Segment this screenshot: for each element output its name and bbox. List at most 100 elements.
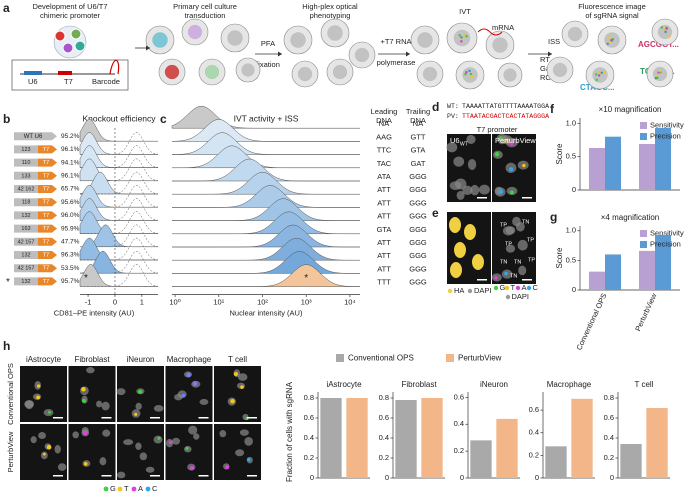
spot bbox=[608, 41, 612, 45]
y-tick-label: 0.6 bbox=[529, 405, 539, 414]
nucleus bbox=[417, 32, 433, 48]
control-density bbox=[80, 264, 159, 287]
density bbox=[171, 145, 360, 169]
x-tick-label: 0 bbox=[113, 297, 117, 306]
construct-label: Barcode bbox=[92, 77, 120, 86]
nucleus bbox=[552, 62, 568, 78]
sgrna-spot bbox=[186, 372, 191, 378]
legend-dot bbox=[467, 288, 473, 294]
cell-nucleus bbox=[518, 265, 527, 276]
spot bbox=[464, 72, 467, 76]
sequence: TAAAATTATGTTTTAAAATGGA bbox=[462, 103, 549, 110]
sgrna-spot bbox=[504, 271, 508, 276]
nucleus bbox=[327, 25, 343, 41]
density bbox=[79, 145, 158, 168]
arrow-head bbox=[278, 51, 282, 57]
control-density bbox=[80, 251, 159, 274]
leading-dna: ATT bbox=[377, 212, 391, 221]
legend-label: T bbox=[124, 484, 129, 493]
spot bbox=[668, 35, 671, 38]
spot bbox=[597, 74, 601, 77]
step-title: High-plex optical bbox=[302, 2, 358, 11]
x-tick-label: 10¹ bbox=[213, 298, 224, 307]
x-tick-label: 10² bbox=[257, 298, 268, 307]
leading-dna: TTT bbox=[377, 278, 391, 287]
row-label: 118 bbox=[22, 200, 31, 206]
y-tick-label: 0.4 bbox=[454, 419, 464, 428]
cell-nucleus bbox=[99, 457, 107, 466]
y-tick-label: 0 bbox=[460, 473, 464, 482]
read: AGCGGT... bbox=[638, 40, 679, 49]
t7-arrow bbox=[38, 185, 57, 193]
tag: TN bbox=[522, 219, 529, 225]
cell-nucleus bbox=[512, 216, 521, 227]
ha-cell bbox=[464, 224, 476, 240]
y-tick-label: 0.2 bbox=[529, 450, 539, 459]
sgrna-spot bbox=[83, 462, 88, 466]
legend-dot bbox=[505, 294, 511, 300]
density bbox=[172, 185, 360, 208]
control-density bbox=[80, 211, 159, 234]
chart-title: Fibroblast bbox=[401, 380, 437, 389]
cell-nucleus bbox=[449, 181, 462, 190]
legend-dot bbox=[515, 285, 521, 291]
density bbox=[172, 237, 361, 261]
bar bbox=[589, 148, 605, 190]
t7-arrow bbox=[38, 145, 57, 154]
row-label: WT U6 bbox=[24, 134, 43, 140]
bar bbox=[395, 400, 417, 478]
bar bbox=[421, 398, 443, 478]
legend-label: A bbox=[522, 283, 527, 292]
legend-swatch bbox=[640, 122, 647, 129]
column-title: T cell bbox=[228, 355, 247, 364]
t7-label: T7 bbox=[43, 279, 49, 285]
cell-nucleus bbox=[237, 373, 248, 381]
spot bbox=[600, 71, 603, 75]
spot bbox=[611, 37, 615, 41]
t7-label: T7 bbox=[43, 186, 49, 192]
legend-label: HA bbox=[454, 286, 464, 295]
chart-title: iNeuron bbox=[480, 380, 508, 389]
sgrna-spot bbox=[192, 381, 198, 386]
y-tick-label: 0.2 bbox=[379, 453, 389, 462]
leading-dna: ATT bbox=[377, 198, 391, 207]
arrow-label: polymerase bbox=[377, 58, 416, 67]
legend-label: Precision bbox=[650, 239, 681, 248]
density bbox=[79, 237, 158, 261]
nucleus bbox=[503, 68, 517, 82]
sgrna-spot bbox=[82, 430, 88, 436]
sgrna-spot bbox=[225, 465, 230, 470]
sgrna-spot bbox=[47, 410, 51, 414]
row-label: 42 162 bbox=[18, 186, 35, 192]
cell-nucleus bbox=[172, 437, 181, 445]
t7-arrow bbox=[38, 251, 57, 259]
panel-title: ×4 magnification bbox=[601, 213, 659, 222]
control-density bbox=[80, 145, 159, 168]
pct-label: 96.1% bbox=[61, 146, 80, 153]
star: * bbox=[84, 273, 88, 284]
spot bbox=[470, 75, 474, 78]
cell-nucleus bbox=[505, 244, 516, 253]
legend-label: Precision bbox=[650, 131, 681, 140]
ha-cell bbox=[454, 242, 466, 258]
row-label: 42 157 bbox=[18, 266, 35, 272]
leading-dna: ATT bbox=[377, 264, 391, 273]
panel-label: g bbox=[550, 210, 557, 224]
panel-title: IVT activity + ISS bbox=[234, 113, 299, 123]
sgrna-spot bbox=[81, 387, 86, 392]
bar bbox=[655, 128, 671, 190]
t7-arrow bbox=[38, 237, 57, 246]
nucleus bbox=[152, 32, 168, 48]
step-title: chimeric promoter bbox=[40, 11, 101, 20]
scale-bar bbox=[247, 417, 257, 419]
control-density bbox=[80, 185, 159, 208]
density bbox=[172, 211, 360, 235]
pct-label: 95.9% bbox=[61, 225, 80, 232]
spot bbox=[603, 70, 606, 74]
y-tick-label: 0.8 bbox=[604, 393, 614, 402]
sgrna-spot bbox=[494, 151, 500, 157]
sgrna-spot bbox=[168, 440, 173, 445]
tag: TP bbox=[528, 257, 535, 263]
row-label: 110 bbox=[22, 160, 31, 166]
legend-label: C bbox=[152, 484, 158, 493]
